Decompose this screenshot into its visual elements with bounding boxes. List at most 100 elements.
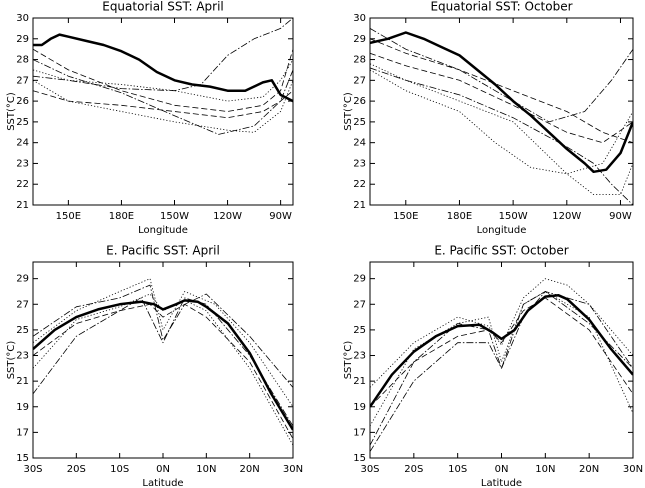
y-tick-label: 21 — [16, 200, 29, 211]
chart-title: Equatorial SST: October — [430, 0, 572, 14]
x-tick-label: 120W — [213, 211, 242, 222]
plot-frame — [369, 261, 634, 459]
y-tick-label: 15 — [16, 453, 29, 464]
y-tick-label: 23 — [353, 158, 366, 169]
y-tick-label: 29 — [353, 34, 366, 45]
data-line — [33, 293, 293, 446]
y-axis-label: SST(°C) — [343, 92, 354, 131]
x-tick-label: 120W — [552, 211, 581, 222]
x-tick-label: 30S — [360, 464, 379, 475]
x-tick-label: 90W — [609, 211, 632, 222]
y-tick-label: 24 — [353, 138, 366, 149]
y-tick-label: 30 — [16, 13, 29, 24]
x-tick-label: 10N — [196, 464, 216, 475]
y-tick-label: 28 — [16, 55, 29, 66]
x-axis-label: Latitude — [481, 478, 522, 488]
y-tick-label: 27 — [16, 75, 29, 86]
plot-frame — [32, 17, 294, 206]
x-tick-label: 150W — [160, 211, 189, 222]
y-tick-label: 17 — [353, 427, 366, 438]
x-tick-label: 10N — [535, 464, 555, 475]
data-line — [33, 48, 293, 112]
y-tick-label: 25 — [16, 325, 29, 336]
data-line — [33, 18, 293, 92]
data-line — [370, 291, 633, 446]
y-tick-label: 21 — [353, 376, 366, 387]
y-axis-label: SST(°C) — [6, 341, 17, 380]
y-tick-label: 25 — [16, 117, 29, 128]
data-line — [33, 303, 293, 439]
x-tick-label: 20N — [579, 464, 599, 475]
data-line — [370, 297, 633, 408]
plot-frame — [369, 17, 634, 206]
data-line — [370, 294, 633, 408]
panel: Equatorial SST: OctoberLongitudeSST(°C)2… — [343, 0, 634, 236]
data-line — [33, 90, 293, 119]
y-tick-label: 29 — [16, 274, 29, 285]
y-tick-label: 21 — [16, 376, 29, 387]
x-tick-label: 0N — [495, 464, 509, 475]
data-line — [370, 291, 633, 452]
y-tick-label: 25 — [353, 325, 366, 336]
data-line — [33, 284, 293, 388]
x-axis-label: Longitude — [477, 225, 527, 236]
x-tick-label: 30N — [283, 464, 303, 475]
y-tick-label: 29 — [353, 274, 366, 285]
chart-title: Equatorial SST: April — [102, 0, 224, 14]
x-tick-label: 90W — [269, 211, 292, 222]
x-tick-label: 20N — [240, 464, 260, 475]
y-tick-label: 28 — [353, 55, 366, 66]
y-tick-label: 26 — [16, 96, 29, 107]
panel: E. Pacific SST: October Latitude SST(°C) 15… — [343, 244, 643, 488]
y-tick-label: 22 — [353, 179, 366, 190]
chart-title: E. Pacific SST: October — [434, 244, 568, 258]
data-line — [370, 69, 633, 175]
y-tick-label: 15 — [353, 453, 366, 464]
data-line — [370, 31, 633, 174]
y-tick-label: 23 — [16, 158, 29, 169]
data-line — [370, 63, 633, 195]
y-tick-label: 27 — [16, 299, 29, 310]
data-line — [33, 297, 293, 427]
data-line — [33, 79, 293, 133]
data-line — [370, 38, 633, 144]
y-tick-label: 25 — [353, 117, 366, 128]
y-axis-label: SST(°C) — [6, 92, 17, 131]
data-line — [370, 28, 633, 123]
panel: E. Pacific SST: April Latitude SST(°C) 15 17… — [6, 244, 303, 488]
data-line — [33, 278, 293, 408]
y-tick-label: 30 — [353, 13, 366, 24]
x-tick-label: 180E — [109, 211, 134, 222]
x-tick-label: 0N — [156, 464, 170, 475]
y-tick-label: 23 — [353, 351, 366, 362]
data-line — [33, 299, 293, 431]
x-tick-label: 20S — [67, 464, 86, 475]
chart-title: E. Pacific SST: April — [106, 244, 220, 258]
y-tick-label: 27 — [353, 299, 366, 310]
y-tick-label: 19 — [16, 402, 29, 413]
x-tick-label: 30S — [23, 464, 42, 475]
y-tick-label: 22 — [16, 179, 29, 190]
x-tick-label: 10S — [448, 464, 467, 475]
y-tick-label: 26 — [353, 96, 366, 107]
data-line — [33, 59, 293, 102]
x-tick-label: 20S — [404, 464, 423, 475]
panel: Equatorial SST: April Longitude SST(°C) 21 2… — [6, 0, 294, 236]
data-line — [370, 52, 633, 144]
data-line — [33, 59, 293, 135]
y-tick-label: 24 — [16, 138, 29, 149]
data-line — [370, 291, 633, 427]
y-tick-label: 21 — [353, 200, 366, 211]
y-axis-label: SST(°C) — [343, 341, 354, 380]
x-tick-label: 150E — [56, 211, 81, 222]
y-tick-label: 19 — [353, 402, 366, 413]
data-line — [370, 278, 633, 388]
x-tick-label: 30N — [623, 464, 643, 475]
x-axis-label: Latitude — [142, 478, 183, 488]
y-tick-label: 17 — [16, 427, 29, 438]
y-tick-label: 27 — [353, 75, 366, 86]
y-tick-label: 23 — [16, 351, 29, 362]
x-axis-label: Longitude — [138, 225, 188, 236]
data-line — [33, 33, 293, 103]
